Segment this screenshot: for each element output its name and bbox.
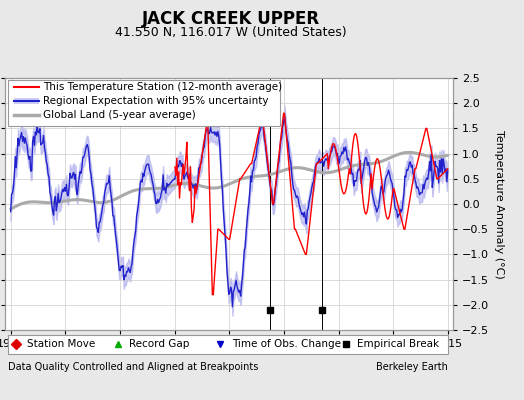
- Text: This Temperature Station (12-month average): This Temperature Station (12-month avera…: [43, 82, 282, 92]
- Text: Global Land (5-year average): Global Land (5-year average): [43, 110, 196, 120]
- Text: Station Move: Station Move: [27, 339, 95, 350]
- Text: Time of Obs. Change: Time of Obs. Change: [232, 339, 341, 350]
- Text: 41.550 N, 116.017 W (United States): 41.550 N, 116.017 W (United States): [115, 26, 346, 39]
- Text: Record Gap: Record Gap: [129, 339, 190, 350]
- Text: Berkeley Earth: Berkeley Earth: [376, 362, 448, 372]
- Text: Data Quality Controlled and Aligned at Breakpoints: Data Quality Controlled and Aligned at B…: [8, 362, 258, 372]
- Text: Regional Expectation with 95% uncertainty: Regional Expectation with 95% uncertaint…: [43, 96, 269, 106]
- Y-axis label: Temperature Anomaly (°C): Temperature Anomaly (°C): [494, 130, 504, 278]
- Text: JACK CREEK UPPER: JACK CREEK UPPER: [141, 10, 320, 28]
- Text: Empirical Break: Empirical Break: [357, 339, 440, 350]
